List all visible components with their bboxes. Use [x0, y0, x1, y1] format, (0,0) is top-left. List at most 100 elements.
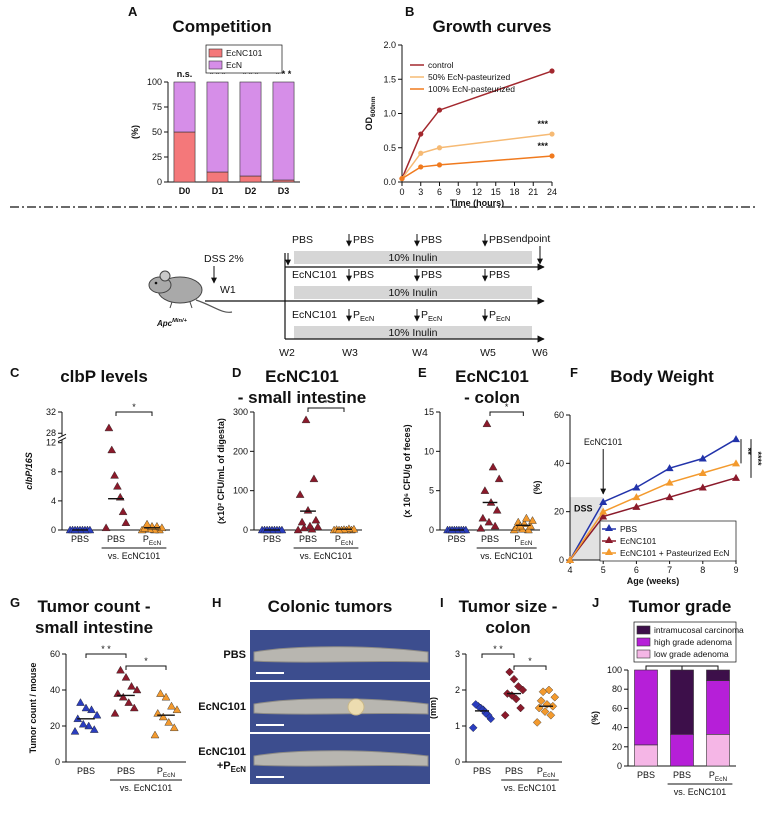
point: [299, 523, 309, 532]
significance-label: *: [324, 398, 328, 408]
bar-segment: [206, 81, 229, 173]
point: [484, 517, 494, 526]
x-tick-label: PBS: [505, 766, 523, 776]
legend-label: high grade adenoma: [654, 637, 732, 647]
dose-label-main: P: [353, 309, 360, 321]
y-tick-label: 0: [617, 761, 622, 771]
point: [549, 153, 555, 159]
y-tick-label: 20: [612, 742, 622, 752]
series-line: [401, 70, 553, 179]
x-tick-label: PBS: [117, 766, 135, 776]
model-label: ApcMin/+: [156, 318, 188, 328]
point: [546, 710, 556, 720]
point: [549, 68, 555, 74]
legend-marker: [605, 548, 613, 555]
point: [76, 698, 85, 706]
bar-segment: [706, 734, 730, 767]
point: [540, 707, 550, 716]
x-tick-label: 9: [733, 565, 738, 575]
series-line: [569, 462, 737, 561]
colon-tissue: [253, 646, 429, 663]
bar-segment: [706, 680, 730, 735]
y-tick-label: 0.5: [383, 143, 396, 153]
group-start: EcNC101: [292, 269, 337, 281]
y-tick-label: 0: [559, 555, 564, 565]
point: [293, 525, 303, 534]
y-tick-label: 12: [46, 438, 56, 448]
dose-label: PBS: [353, 234, 374, 246]
y-tick-label: 0: [157, 177, 162, 187]
chart-title: - colon: [464, 388, 520, 407]
y-tick-label: 200: [233, 446, 248, 456]
point: [301, 415, 311, 424]
bar-segment: [173, 131, 196, 183]
point: [732, 473, 740, 481]
row-label: EcNC101: [198, 746, 246, 758]
y-tick-label: 0: [455, 757, 460, 767]
x-tick-label: PEcN: [514, 534, 533, 547]
point: [599, 507, 608, 515]
legend-swatch: [636, 637, 651, 647]
group-note: vs. EcNC101: [480, 551, 533, 561]
bar-annotation: * * *: [243, 69, 259, 79]
x-tick-label: 4: [567, 565, 572, 575]
x-tick-label-main: P: [514, 534, 520, 544]
y-tick-label: 28: [46, 428, 56, 438]
x-tick-label: 18: [509, 187, 519, 197]
group-note: vs. EcNC101: [300, 551, 353, 561]
significance-label: ****: [753, 451, 763, 466]
y-axis-label: Tumor count / mouse: [28, 663, 38, 754]
point: [436, 107, 443, 113]
bar-segment: [634, 744, 658, 767]
point: [698, 469, 707, 476]
legend-marker: [605, 536, 613, 543]
axis-break: [57, 437, 67, 443]
bar-segment: [239, 81, 262, 177]
x-tick-label: 7: [667, 565, 672, 575]
point: [488, 462, 498, 471]
point: [110, 708, 120, 717]
point: [81, 703, 91, 712]
bar-segment: [206, 171, 229, 183]
legend-label: EcNC101: [620, 536, 657, 546]
significance-label: *: [528, 656, 532, 666]
legend-label: 50% EcN-pasteurized: [428, 72, 510, 82]
week-label: W1: [220, 284, 236, 296]
y-axis-label: (mm): [428, 697, 438, 719]
x-tick-label: D1: [212, 186, 224, 196]
significance-label: ***: [537, 141, 548, 151]
inulin-band: [294, 251, 532, 264]
point: [344, 524, 354, 533]
point: [418, 164, 424, 170]
point: [549, 131, 555, 137]
y-tick-label: 60: [612, 703, 622, 713]
y-tick-label: 15: [424, 407, 434, 417]
inulin-band: [294, 326, 532, 339]
y-axis-label: clbP/16S: [24, 452, 34, 490]
point: [127, 681, 136, 690]
panel-letter: E: [418, 365, 427, 380]
x-tick-label-main: P: [143, 534, 149, 544]
y-tick-label: 80: [612, 684, 622, 694]
chart-title: EcNC101: [265, 367, 339, 386]
point: [150, 730, 160, 739]
point: [514, 682, 523, 691]
bar-segment: [272, 81, 295, 181]
point: [436, 145, 443, 151]
model-label-main: Apc: [156, 319, 173, 328]
chart-title: Body Weight: [610, 367, 714, 386]
y-tick-label: 60: [554, 410, 564, 420]
panel-letter: G: [10, 595, 20, 610]
panel-letter: H: [212, 595, 221, 610]
x-tick-label: 15: [491, 187, 501, 197]
significance-label: **: [743, 448, 753, 456]
row-label: PBS: [223, 649, 246, 661]
point: [116, 665, 125, 674]
x-tick-label: PEcN: [335, 534, 354, 547]
inulin-band: [294, 286, 532, 299]
bar-annotation: * * *: [210, 69, 226, 79]
point: [550, 692, 560, 702]
x-tick-label-sub: EcN: [149, 540, 162, 547]
region-label: DSS: [574, 504, 593, 514]
point: [665, 493, 674, 501]
